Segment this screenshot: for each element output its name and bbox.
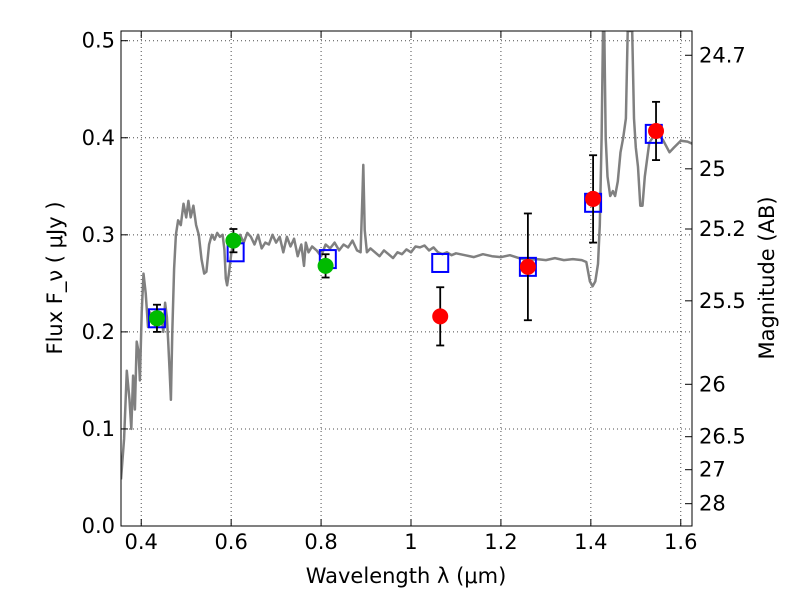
y-tick-label: 0.1	[82, 417, 115, 441]
y-tick-label: 0.4	[82, 126, 115, 150]
plot-data	[121, 31, 692, 480]
ticks: 0.4 0.6 0.8 1 1.2 1.4 1.6 0.0 0.1 0.2 0.3 0.4 0.5 24.…	[82, 29, 746, 554]
grid	[121, 31, 692, 527]
x-tick-label: 1.4	[574, 530, 607, 554]
x-tick-label: 1.2	[484, 530, 517, 554]
right-tick-label: 24.7	[699, 43, 746, 67]
x-tick-label: 1	[404, 530, 417, 554]
right-tick-label: 27	[699, 458, 726, 482]
right-tick-label: 28	[699, 492, 726, 516]
observed-optical-point	[317, 257, 334, 274]
x-tick-label: 0.8	[304, 530, 337, 554]
right-tick-label: 25	[699, 157, 726, 181]
observed-nir-point	[432, 308, 449, 325]
model-photometry-square	[431, 252, 450, 273]
y-tick-label: 0.3	[82, 223, 115, 247]
right-axis-label-text: Magnitude (AB)	[755, 196, 779, 359]
x-tick-label: 1.6	[664, 530, 697, 554]
model-spectrum-line	[121, 31, 692, 480]
y-axis-label: Flux F_ν ( μJy )	[43, 201, 68, 354]
right-axis-label: Magnitude (AB)	[755, 196, 779, 359]
observed-nir-point	[519, 258, 536, 275]
x-axis-label: Wavelength λ (μm)	[306, 564, 507, 588]
x-tick-label: 0.4	[125, 530, 158, 554]
y-tick-label: 0.0	[82, 514, 115, 538]
observed-optical-point	[225, 232, 242, 249]
y-axis-label-text: Flux F_ν ( μJy )	[43, 201, 68, 354]
y-tick-label: 0.2	[82, 320, 115, 344]
observed-nir-point	[648, 122, 665, 139]
right-tick-label: 25.2	[699, 217, 746, 241]
observed-nir-point	[585, 190, 602, 207]
y-tick-label: 0.5	[82, 29, 115, 53]
right-tick-label: 26	[699, 372, 726, 396]
plot-frame	[120, 30, 693, 527]
observed-optical-point	[148, 310, 165, 327]
right-tick-label: 26.5	[699, 425, 746, 449]
right-tick-label: 25.5	[699, 289, 746, 313]
x-tick-label: 0.6	[214, 530, 247, 554]
